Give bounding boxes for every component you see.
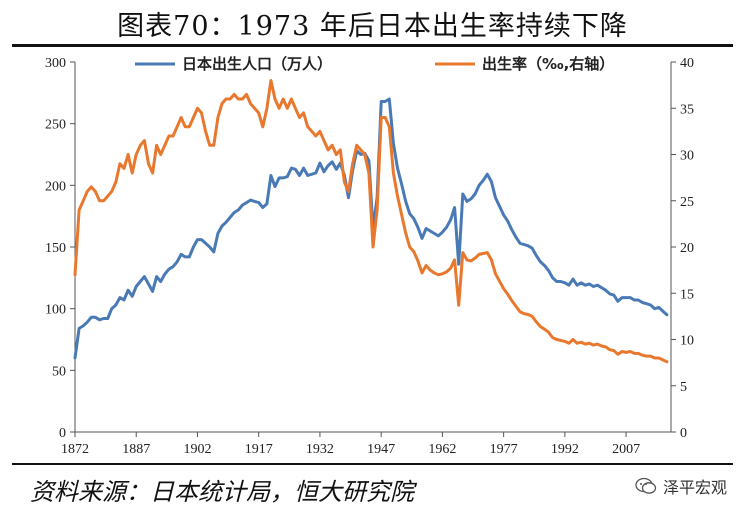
watermark: 泽平宏观	[635, 474, 727, 498]
right-tick-label: 25	[680, 195, 694, 210]
x-tick-label: 1977	[490, 442, 518, 457]
left-tick-label: 50	[52, 364, 66, 379]
x-tick-label: 1872	[61, 442, 89, 457]
x-tick-label: 1932	[306, 442, 334, 457]
x-tick-label: 1902	[183, 442, 211, 457]
line-chart: 0 50 100 150 200 250 300 0 5 10 15 20 25 30 35 40 1872 18…	[45, 55, 694, 457]
right-tick-label: 0	[680, 426, 687, 441]
chart-axes: 0 50 100 150 200 250 300 0 5 10 15 20 25 30 35 40 1872 18…	[45, 56, 694, 457]
right-tick-label: 40	[680, 56, 694, 71]
left-tick-label: 200	[45, 179, 66, 194]
right-tick-label: 35	[680, 102, 694, 117]
chart-title: 图表70：1973 年后日本出生率持续下降	[117, 11, 628, 42]
left-tick-label: 250	[45, 118, 66, 133]
right-tick-label: 30	[680, 149, 694, 164]
legend-label: 日本出生人口（万人）	[182, 55, 332, 73]
x-tick-label: 1917	[245, 442, 273, 457]
watermark-text: 泽平宏观	[662, 478, 727, 497]
top-rule	[12, 44, 733, 47]
left-tick-label: 100	[45, 303, 66, 318]
wechat-icon	[635, 477, 657, 494]
chart-legend: 日本出生人口（万人） 出生率（‰,右轴）	[135, 55, 614, 73]
left-tick-label: 150	[45, 241, 66, 256]
series-line-birth-rate	[73, 79, 669, 364]
x-tick-label: 1962	[428, 442, 456, 457]
bottom-rule	[12, 463, 733, 465]
x-tick-label: 1947	[367, 442, 395, 457]
left-tick-label: 300	[45, 56, 66, 71]
right-tick-label: 5	[680, 380, 687, 395]
x-tick-label: 1992	[551, 442, 579, 457]
right-tick-label: 20	[680, 241, 694, 256]
source-note: 资料来源：日本统计局，恒大研究院	[30, 478, 414, 506]
right-tick-label: 15	[680, 287, 694, 302]
right-tick-label: 10	[680, 334, 694, 349]
chart-series	[73, 79, 669, 364]
legend-label: 出生率（‰,右轴）	[482, 55, 614, 73]
x-tick-label: 2007	[612, 442, 640, 457]
x-tick-label: 1887	[122, 442, 150, 457]
left-tick-label: 0	[59, 426, 66, 441]
